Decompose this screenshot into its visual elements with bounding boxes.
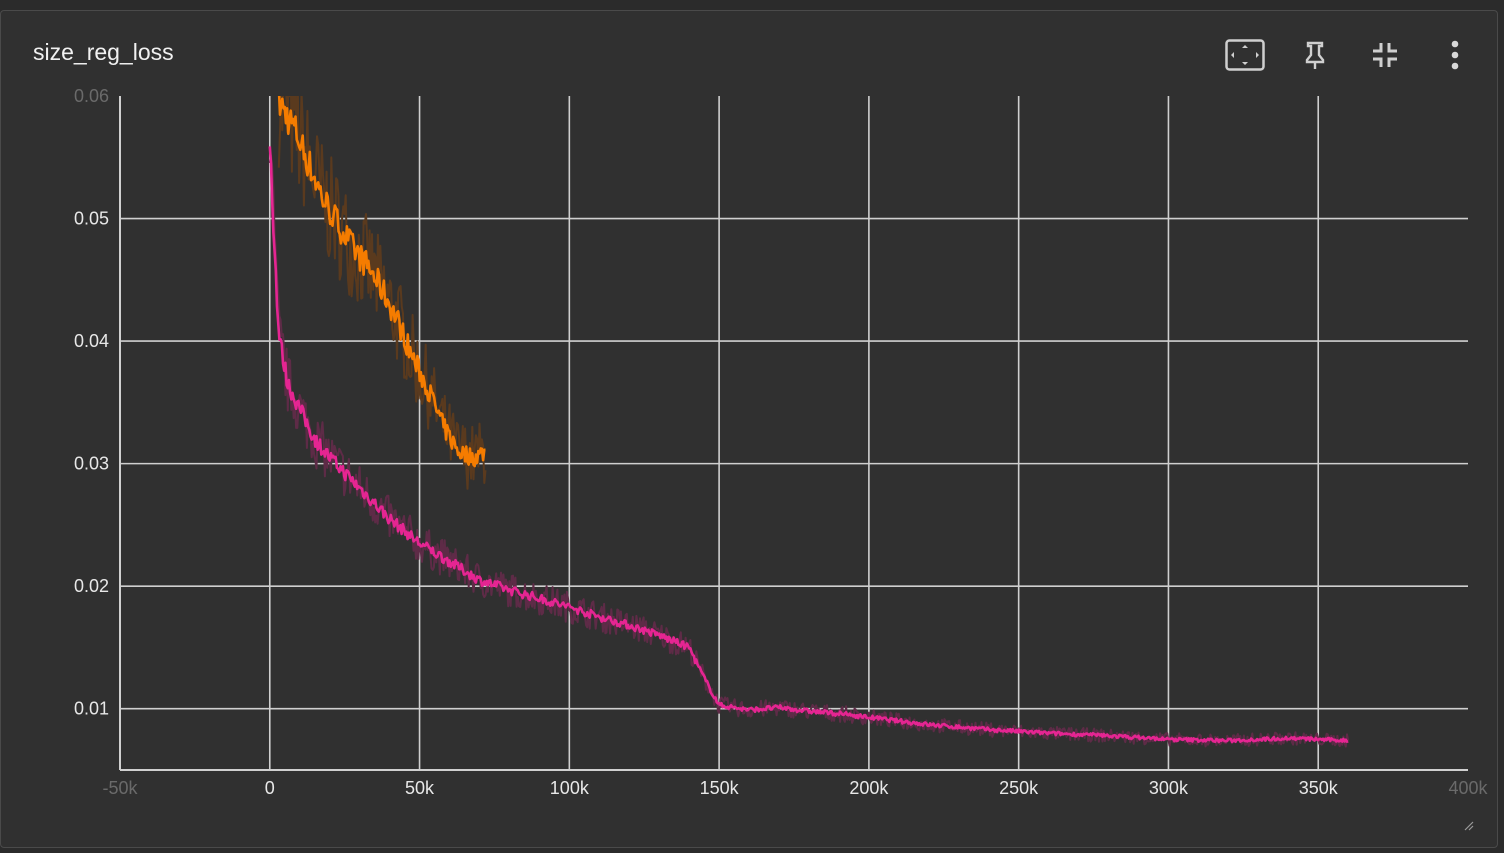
series-line[interactable] <box>268 146 1349 744</box>
resize-handle-icon[interactable] <box>1464 821 1474 831</box>
y-tick-label: 0.02 <box>74 576 109 596</box>
more-vert-icon <box>1451 40 1459 70</box>
card-toolbar <box>1223 33 1477 77</box>
series-raw-line <box>268 154 1350 748</box>
x-tick-label: -50k <box>102 778 138 798</box>
x-tick-label: 300k <box>1149 778 1189 798</box>
x-tick-label: 0 <box>265 778 275 798</box>
x-tick-label: 150k <box>700 778 740 798</box>
more-options-button[interactable] <box>1433 33 1477 77</box>
x-tick-label: 400k <box>1448 778 1488 798</box>
fit-to-domain-button[interactable] <box>1223 33 1267 77</box>
series-raw-line <box>277 96 487 490</box>
y-tick-label: 0.05 <box>74 209 109 229</box>
pin-button[interactable] <box>1293 33 1337 77</box>
y-tick-label: 0.04 <box>74 331 109 351</box>
y-tick-label: 0.06 <box>74 86 109 106</box>
pin-icon <box>1305 41 1325 69</box>
collapse-button[interactable] <box>1363 33 1407 77</box>
collapse-icon <box>1373 43 1397 67</box>
x-tick-label: 100k <box>550 778 590 798</box>
fit-to-domain-icon <box>1225 39 1265 71</box>
x-tick-label: 200k <box>849 778 889 798</box>
x-tick-label: 350k <box>1299 778 1339 798</box>
y-tick-label: 0.01 <box>74 699 109 719</box>
y-tick-label: 0.03 <box>74 454 109 474</box>
series-line[interactable] <box>277 87 486 468</box>
card-title: size_reg_loss <box>33 39 174 65</box>
x-tick-label: 250k <box>999 778 1039 798</box>
x-tick-label: 50k <box>405 778 435 798</box>
